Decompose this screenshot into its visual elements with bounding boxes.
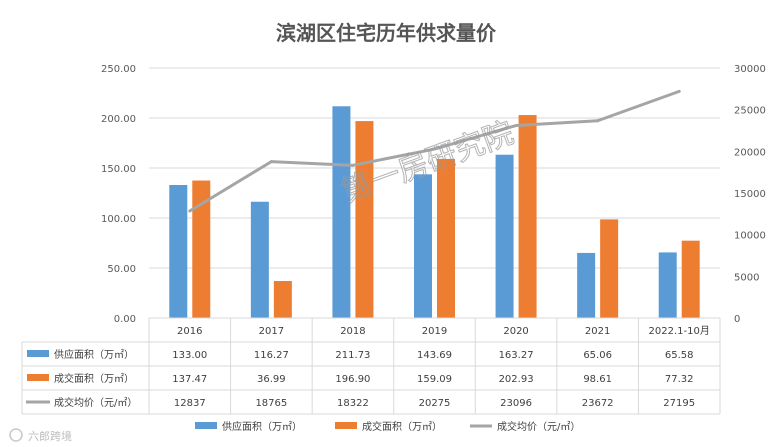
- data-label: 18322: [337, 398, 369, 409]
- right-axis-ticks: 0 5000 10000 15000 20000 25000 30000: [734, 64, 766, 325]
- price-point-6: [677, 89, 681, 93]
- source-text: 六郎跨境: [28, 429, 72, 443]
- right-tick-label: 30000: [734, 64, 766, 75]
- data-label: 137.47: [172, 374, 207, 385]
- price-point-3: [433, 147, 436, 151]
- left-axis-ticks: 0.00 50.00 100.00 150.00 200.00 250.00: [101, 64, 136, 325]
- left-tick-label: 250.00: [101, 64, 136, 75]
- price-point-5: [596, 119, 600, 123]
- bar-deal-1: [273, 281, 292, 318]
- data-label: 163.27: [499, 350, 534, 361]
- category-label: 2016: [177, 326, 202, 337]
- category-label: 2017: [259, 326, 284, 337]
- left-tick-label: 50.00: [107, 264, 136, 275]
- data-table: 2016 2017 2018 2019 2020 2021 2022.1-10月供应面积（万…: [21, 317, 721, 415]
- right-tick-label: 25000: [734, 106, 766, 117]
- data-label: 143.69: [417, 350, 452, 361]
- right-tick-label: 10000: [734, 231, 766, 242]
- bar-supply-6: [658, 252, 677, 318]
- price-point-0: [188, 209, 192, 213]
- legend-swatch: [195, 422, 217, 429]
- category-label: 2020: [503, 326, 528, 337]
- price-point-4: [514, 124, 518, 128]
- row-key-swatch: [27, 374, 49, 381]
- row-series-name: 成交面积（万㎡）: [54, 372, 134, 385]
- chart-title: 滨湖区住宅历年供求量价: [276, 21, 497, 45]
- data-label: 116.27: [254, 350, 289, 361]
- data-label: 202.93: [499, 374, 534, 385]
- left-tick-label: 100.00: [101, 214, 136, 225]
- data-label: 133.00: [172, 350, 207, 361]
- data-label: 65.58: [665, 350, 694, 361]
- category-label: 2018: [340, 326, 365, 337]
- bar-supply-2: [332, 106, 351, 319]
- right-tick-label: 15000: [734, 189, 766, 200]
- data-label: 159.09: [417, 374, 452, 385]
- bar-supply-1: [250, 201, 269, 318]
- left-tick-label: 0.00: [114, 314, 136, 325]
- category-label: 2019: [422, 326, 447, 337]
- bar-deal-5: [600, 219, 619, 318]
- bar-deal-6: [681, 240, 700, 318]
- data-label: 36.99: [257, 374, 286, 385]
- source-logo-icon: [9, 428, 23, 442]
- legend-label: 成交面积（万㎡）: [362, 420, 442, 433]
- bar-marks: [169, 106, 700, 319]
- row-series-name: 成交均价（元/㎡）: [54, 396, 137, 409]
- right-tick-label: 20000: [734, 147, 766, 158]
- category-label: 2021: [585, 326, 610, 337]
- right-tick-label: 0: [734, 314, 740, 325]
- row-key-swatch: [27, 350, 49, 357]
- left-tick-label: 200.00: [101, 114, 136, 125]
- data-label: 98.61: [583, 374, 612, 385]
- data-label: 23672: [582, 398, 614, 409]
- gridlines: [149, 67, 720, 319]
- data-label: 27195: [663, 398, 695, 409]
- right-tick-label: 5000: [734, 272, 759, 283]
- data-label: 18765: [255, 398, 287, 409]
- legend: 供应面积（万㎡） 成交面积（万㎡） 成交均价（元/㎡）: [195, 420, 580, 433]
- legend-swatch: [335, 422, 357, 429]
- price-point-2: [351, 163, 355, 167]
- bar-deal-4: [518, 115, 537, 318]
- category-label: 2022.1-10月: [649, 325, 710, 337]
- bar-supply-3: [414, 174, 432, 318]
- legend-label: 成交均价（元/㎡）: [497, 420, 580, 433]
- data-label: 65.06: [583, 350, 612, 361]
- bar-supply-4: [495, 154, 514, 318]
- source-logo: 六郎跨境: [9, 428, 72, 443]
- data-label: 23096: [500, 398, 532, 409]
- line-marks: [188, 89, 681, 213]
- bar-deal-3: [437, 158, 455, 318]
- data-label: 20275: [419, 398, 451, 409]
- data-label: 211.73: [335, 350, 370, 361]
- data-label: 77.32: [665, 374, 694, 385]
- data-label: 12837: [174, 398, 206, 409]
- bar-deal-0: [192, 180, 211, 318]
- data-label: 196.90: [335, 374, 370, 385]
- bar-supply-5: [577, 252, 596, 318]
- price-point-1: [269, 160, 273, 164]
- row-series-name: 供应面积（万㎡）: [54, 348, 134, 361]
- left-tick-label: 150.00: [101, 164, 136, 175]
- bar-deal-2: [355, 121, 374, 318]
- legend-label: 供应面积（万㎡）: [222, 420, 302, 433]
- bar-supply-0: [169, 185, 188, 318]
